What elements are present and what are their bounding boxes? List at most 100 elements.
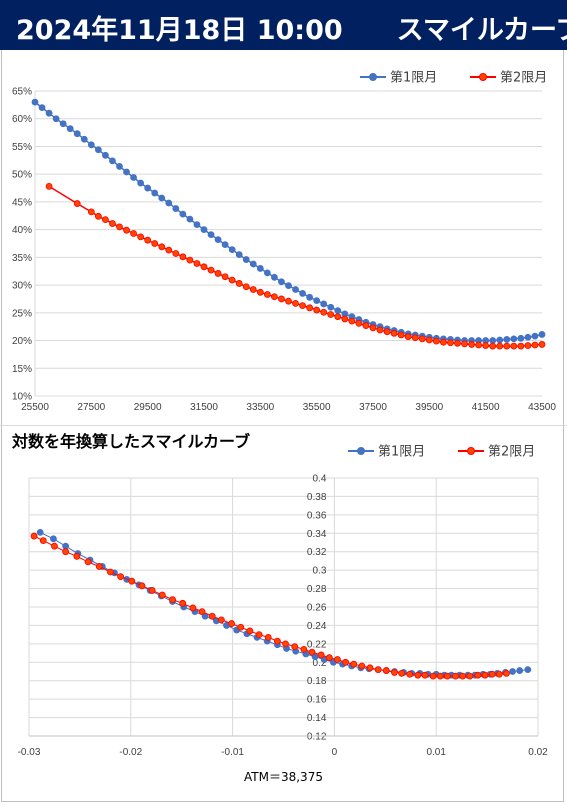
data-point-s2 — [452, 672, 459, 680]
data-point-s1 — [214, 236, 222, 244]
data-point-s1 — [327, 303, 335, 311]
data-point-s2 — [186, 256, 194, 264]
data-point-s1 — [249, 260, 257, 268]
data-point-s1 — [38, 104, 46, 112]
data-point-s2 — [327, 311, 335, 318]
data-point-s2 — [237, 623, 245, 631]
data-point-s2 — [475, 341, 483, 349]
data-point-s2 — [334, 313, 342, 321]
data-point-s2 — [102, 216, 109, 224]
x-tick-label: 0.01 — [426, 747, 446, 758]
data-point-s2 — [488, 670, 496, 678]
data-point-s1 — [62, 542, 70, 550]
x-tick-label: -0.01 — [221, 747, 244, 758]
data-point-s2 — [524, 342, 532, 349]
data-point-s1 — [116, 163, 123, 170]
data-point-s2 — [116, 223, 123, 231]
y-tick-label: 0.4 — [312, 474, 326, 485]
data-point-s2 — [466, 672, 474, 680]
legend-marker-1 — [357, 447, 365, 455]
data-point-s2 — [503, 669, 510, 677]
data-point-s2 — [325, 654, 333, 662]
data-point-s2 — [440, 338, 447, 346]
series-line-1 — [39, 531, 528, 676]
y-tick-label: 0.14 — [307, 713, 327, 724]
data-point-s1 — [242, 256, 250, 263]
legend-label-1: 第1限月 — [390, 71, 437, 86]
data-point-s2 — [263, 291, 271, 298]
data-point-s2 — [73, 552, 81, 560]
x-tick-label: 31500 — [190, 402, 218, 413]
data-point-s1 — [228, 246, 236, 254]
data-point-s1 — [73, 130, 81, 138]
data-point-s2 — [317, 651, 325, 659]
y-tick-label: 65% — [12, 87, 32, 98]
data-point-s2 — [366, 664, 374, 672]
y-tick-label: 15% — [12, 364, 32, 375]
data-point-s2 — [137, 233, 145, 241]
y-tick-label: 0.38 — [307, 492, 327, 503]
data-point-s1 — [299, 290, 306, 297]
data-point-s2 — [214, 270, 222, 277]
data-point-s2 — [128, 577, 136, 585]
data-point-s1 — [509, 668, 516, 675]
data-point-s2 — [429, 672, 437, 680]
data-point-s2 — [383, 328, 391, 336]
y-tick-label: 30% — [12, 281, 32, 292]
data-point-s2 — [264, 634, 272, 641]
data-point-s2 — [538, 341, 546, 348]
data-point-s2 — [242, 283, 250, 291]
data-point-s2 — [341, 315, 349, 323]
data-point-s2 — [165, 246, 173, 254]
y-tick-label: 0.34 — [307, 529, 327, 540]
data-point-s1 — [179, 210, 187, 218]
data-point-s2 — [503, 342, 511, 350]
x-tick-label: 0 — [332, 747, 338, 758]
data-point-s2 — [468, 341, 475, 348]
data-point-s2 — [510, 342, 518, 350]
data-point-s2 — [84, 558, 92, 566]
data-point-s2 — [425, 336, 433, 344]
data-point-s1 — [45, 109, 53, 117]
y-tick-label: 0.36 — [307, 510, 327, 521]
data-point-s2 — [411, 334, 419, 342]
data-point-s2 — [292, 299, 299, 307]
data-point-s2 — [459, 672, 467, 680]
data-point-s2 — [461, 340, 468, 348]
y-tick-label: 25% — [12, 308, 32, 319]
data-point-s2 — [308, 648, 316, 656]
data-point-s1 — [221, 241, 229, 249]
data-point-s2 — [271, 293, 278, 301]
data-point-s2 — [228, 620, 235, 627]
data-point-s2 — [123, 226, 130, 234]
data-point-s1 — [31, 98, 39, 106]
y-tick-label: 0.3 — [312, 566, 326, 577]
data-point-s2 — [358, 662, 366, 670]
data-point-s2 — [376, 326, 384, 334]
legend-label-2: 第2限月 — [500, 71, 547, 86]
data-point-s2 — [306, 304, 314, 312]
smile-curve-chart: 10% 15% 20% 25% 30% 35% 40% 45% 50% 55% 60% 65% 2550… — [12, 71, 556, 414]
data-point-s1 — [137, 179, 145, 187]
y-tick-label: 0.22 — [307, 639, 327, 650]
x-tick-label: 43500 — [528, 402, 556, 413]
data-point-s1 — [263, 269, 271, 277]
legend-marker-2 — [467, 447, 475, 455]
x-tick-label: 37500 — [359, 402, 387, 413]
data-point-s2 — [374, 666, 382, 674]
data-point-s1 — [311, 653, 319, 661]
data-point-s1 — [306, 293, 314, 301]
y-tick-label: 0.12 — [307, 732, 327, 743]
data-point-s2 — [39, 537, 47, 545]
data-point-s2 — [95, 563, 103, 570]
data-point-s1 — [207, 231, 215, 239]
data-point-s1 — [36, 528, 44, 536]
data-point-s2 — [285, 297, 292, 305]
x-tick-label: 39500 — [415, 402, 443, 413]
data-point-s2 — [291, 643, 299, 651]
data-point-s2 — [148, 587, 156, 594]
data-point-s2 — [404, 333, 412, 341]
log-smile-curve-chart: 0.12 0.14 0.16 0.18 0.2 0.22 0.24 0.26 0.28 0.3 0.… — [18, 445, 549, 759]
data-point-s2 — [45, 182, 53, 190]
data-point-s2 — [189, 604, 197, 612]
